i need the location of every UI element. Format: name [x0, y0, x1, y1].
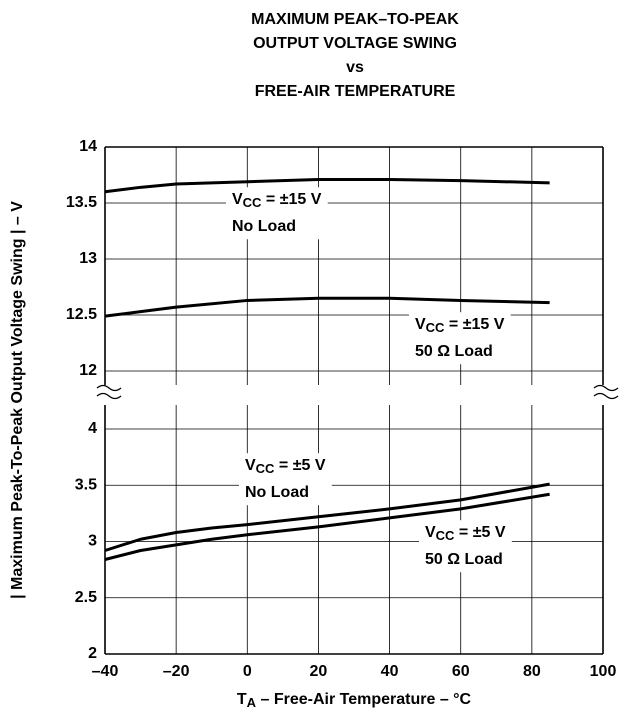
annotation-background: [419, 520, 512, 573]
y-tick-label: 3: [88, 533, 97, 550]
series-line: [104, 177, 550, 194]
series-line: [104, 482, 550, 552]
series-line: [104, 492, 550, 561]
series-line: [104, 296, 550, 318]
text-part: = ±15 V: [444, 316, 504, 333]
plot-frame: [104, 405, 604, 655]
plot-frame: [104, 146, 604, 385]
y-tick-label: 2.5: [75, 589, 97, 606]
y-tick-label: 4: [88, 420, 97, 437]
text-part: V: [245, 457, 256, 474]
text-part: T: [237, 691, 247, 708]
y-tick-label: 14: [79, 138, 97, 155]
x-tick-label: –40: [92, 663, 119, 680]
y-axis-label: | Maximum Peak-To-Peak Output Voltage Sw…: [9, 201, 26, 599]
subscript: CC: [256, 461, 275, 476]
y-tick-label: 13.5: [66, 194, 97, 211]
annotation: VCC = ±5 V: [245, 457, 326, 476]
y-tick-label: 3.5: [75, 476, 97, 493]
y-tick-label: 12.5: [66, 306, 97, 323]
x-tick-label: 80: [523, 663, 541, 680]
grid: [104, 405, 604, 655]
text-part: = ±5 V: [274, 457, 325, 474]
axis-break: [96, 384, 619, 400]
chart-title: FREE-AIR TEMPERATURE: [255, 83, 456, 100]
x-tick-label: 0: [243, 663, 252, 680]
y-tick-label: 13: [79, 250, 97, 267]
text-part: = ±5 V: [454, 524, 505, 541]
x-tick-label: 20: [310, 663, 328, 680]
text-part: V: [415, 316, 426, 333]
annotation: VCC = ±15 V: [232, 191, 322, 210]
annotation: VCC = ±15 V: [415, 316, 505, 335]
annotation-background: [239, 453, 332, 506]
annotation-background: [226, 187, 328, 240]
chart-title: OUTPUT VOLTAGE SWING: [253, 35, 457, 52]
x-tick-label: 40: [381, 663, 399, 680]
x-tick-label: 100: [590, 663, 617, 680]
x-tick-label: –20: [163, 663, 190, 680]
annotation: 50 Ω Load: [415, 343, 493, 360]
subscript: CC: [426, 320, 445, 335]
annotation: 50 Ω Load: [425, 551, 503, 568]
text-part: = ±15 V: [261, 191, 321, 208]
annotation: No Load: [245, 484, 309, 501]
text-part: V: [425, 524, 436, 541]
subscript: CC: [243, 195, 262, 210]
text-part: V: [232, 191, 243, 208]
y-tick-label: 2: [88, 645, 97, 662]
annotation: No Load: [232, 218, 296, 235]
subscript: CC: [436, 528, 455, 543]
annotation: VCC = ±5 V: [425, 524, 506, 543]
annotation-background: [409, 312, 511, 365]
text-part: – Free-Air Temperature – °C: [256, 691, 472, 708]
chart-title: MAXIMUM PEAK–TO-PEAK: [251, 11, 459, 28]
y-tick-label: 12: [79, 362, 97, 379]
x-axis-label: TA – Free-Air Temperature – °C: [237, 691, 472, 710]
x-tick-label: 60: [452, 663, 470, 680]
subscript: A: [247, 695, 257, 710]
chart-title: vs: [346, 59, 364, 76]
